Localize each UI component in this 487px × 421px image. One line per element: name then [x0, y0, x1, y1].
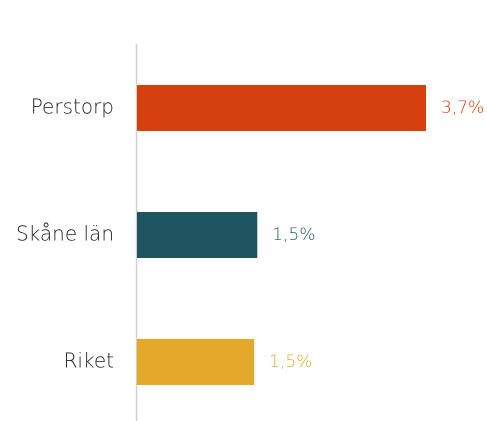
category-label: Perstorp — [31, 95, 114, 119]
bar — [137, 339, 255, 385]
value-label: 1,5% — [269, 352, 312, 372]
value-label: 3,7% — [441, 98, 484, 118]
bar — [137, 85, 426, 131]
bar — [137, 212, 258, 258]
category-label: Skåne län — [16, 222, 114, 246]
value-label: 1,5% — [272, 225, 315, 245]
category-label: Riket — [64, 349, 114, 373]
